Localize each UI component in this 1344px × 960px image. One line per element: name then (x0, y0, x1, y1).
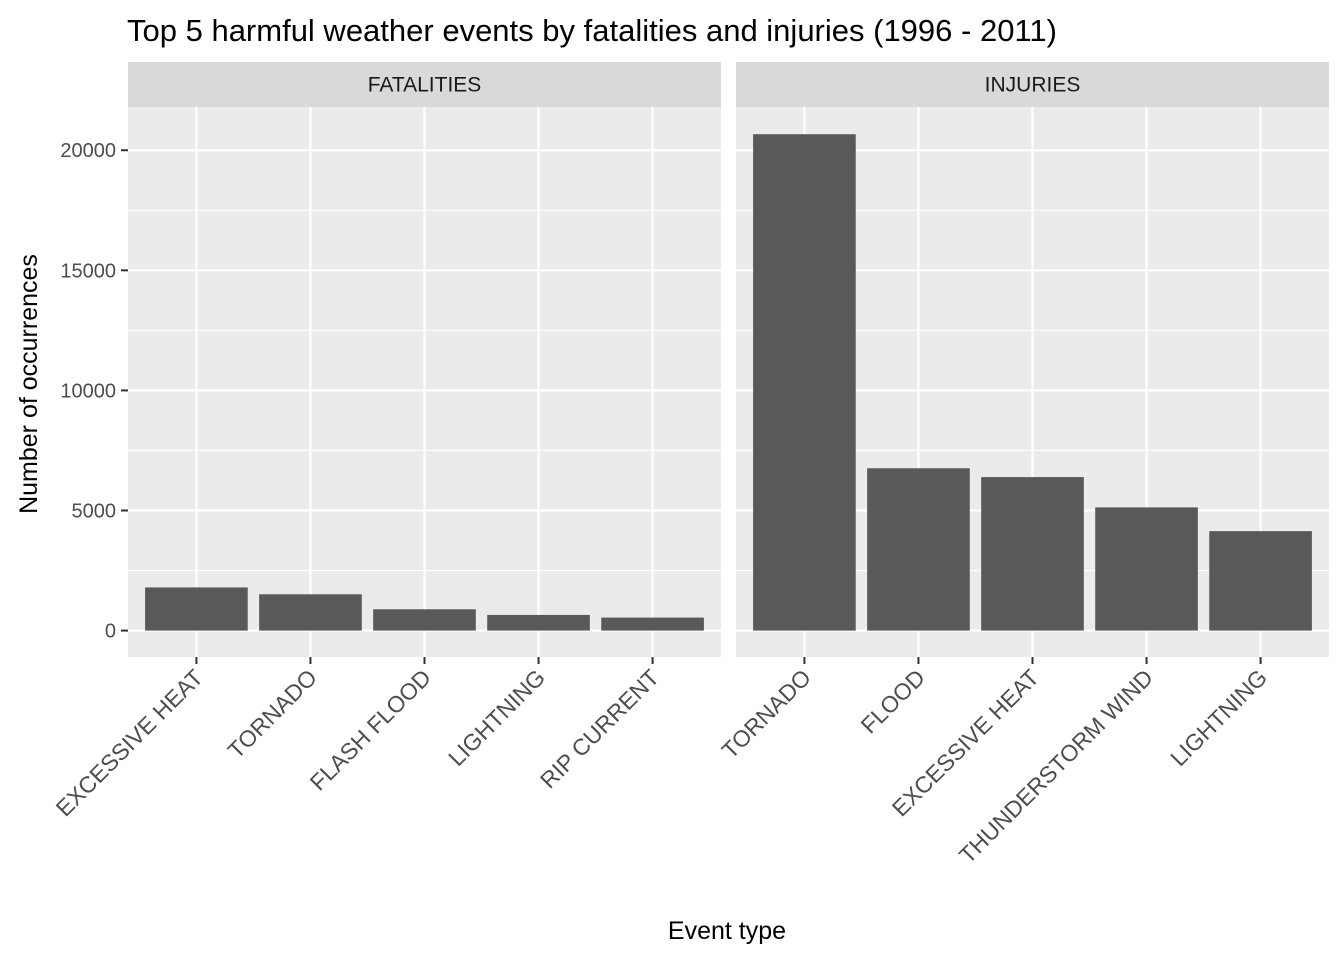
bar (373, 609, 476, 631)
bar (145, 587, 248, 631)
facet-strip-label: FATALITIES (368, 74, 482, 97)
bar (981, 477, 1084, 631)
facet-strip-label: INJURIES (985, 74, 1081, 97)
bar (487, 614, 590, 631)
x-tick-label: FLOOD (856, 664, 930, 738)
x-tick-label: LIGHTNING (443, 664, 550, 771)
bar (753, 134, 856, 631)
bar (867, 468, 970, 631)
y-axis-title: Number of occurrences (15, 254, 43, 514)
bar (259, 594, 362, 631)
bar (1095, 507, 1198, 631)
x-tick-label: THUNDERSTORM WIND (954, 664, 1158, 868)
y-tick-label: 15000 (60, 260, 116, 282)
x-tick-label: LIGHTNING (1165, 664, 1272, 771)
x-tick-label: EXCESSIVE HEAT (51, 664, 208, 821)
facet-strip (736, 62, 1329, 107)
bar (601, 617, 704, 631)
facet-strip (128, 62, 721, 107)
bar (1209, 531, 1312, 631)
x-tick-label: RIP CURRENT (535, 664, 664, 793)
y-tick-label: 10000 (60, 380, 116, 402)
y-tick-label: 0 (105, 621, 116, 643)
x-tick-label: TORNADO (223, 664, 322, 763)
y-tick-label: 20000 (60, 140, 116, 162)
y-tick-label: 5000 (72, 500, 117, 522)
chart-title: Top 5 harmful weather events by fataliti… (127, 13, 1057, 48)
y-axis: 0 5000 10000 15000 20000 (60, 140, 128, 643)
x-tick-label: TORNADO (717, 664, 816, 763)
x-tick-label: FLASH FLOOD (305, 664, 436, 795)
x-axis-title: Event type (668, 917, 786, 945)
